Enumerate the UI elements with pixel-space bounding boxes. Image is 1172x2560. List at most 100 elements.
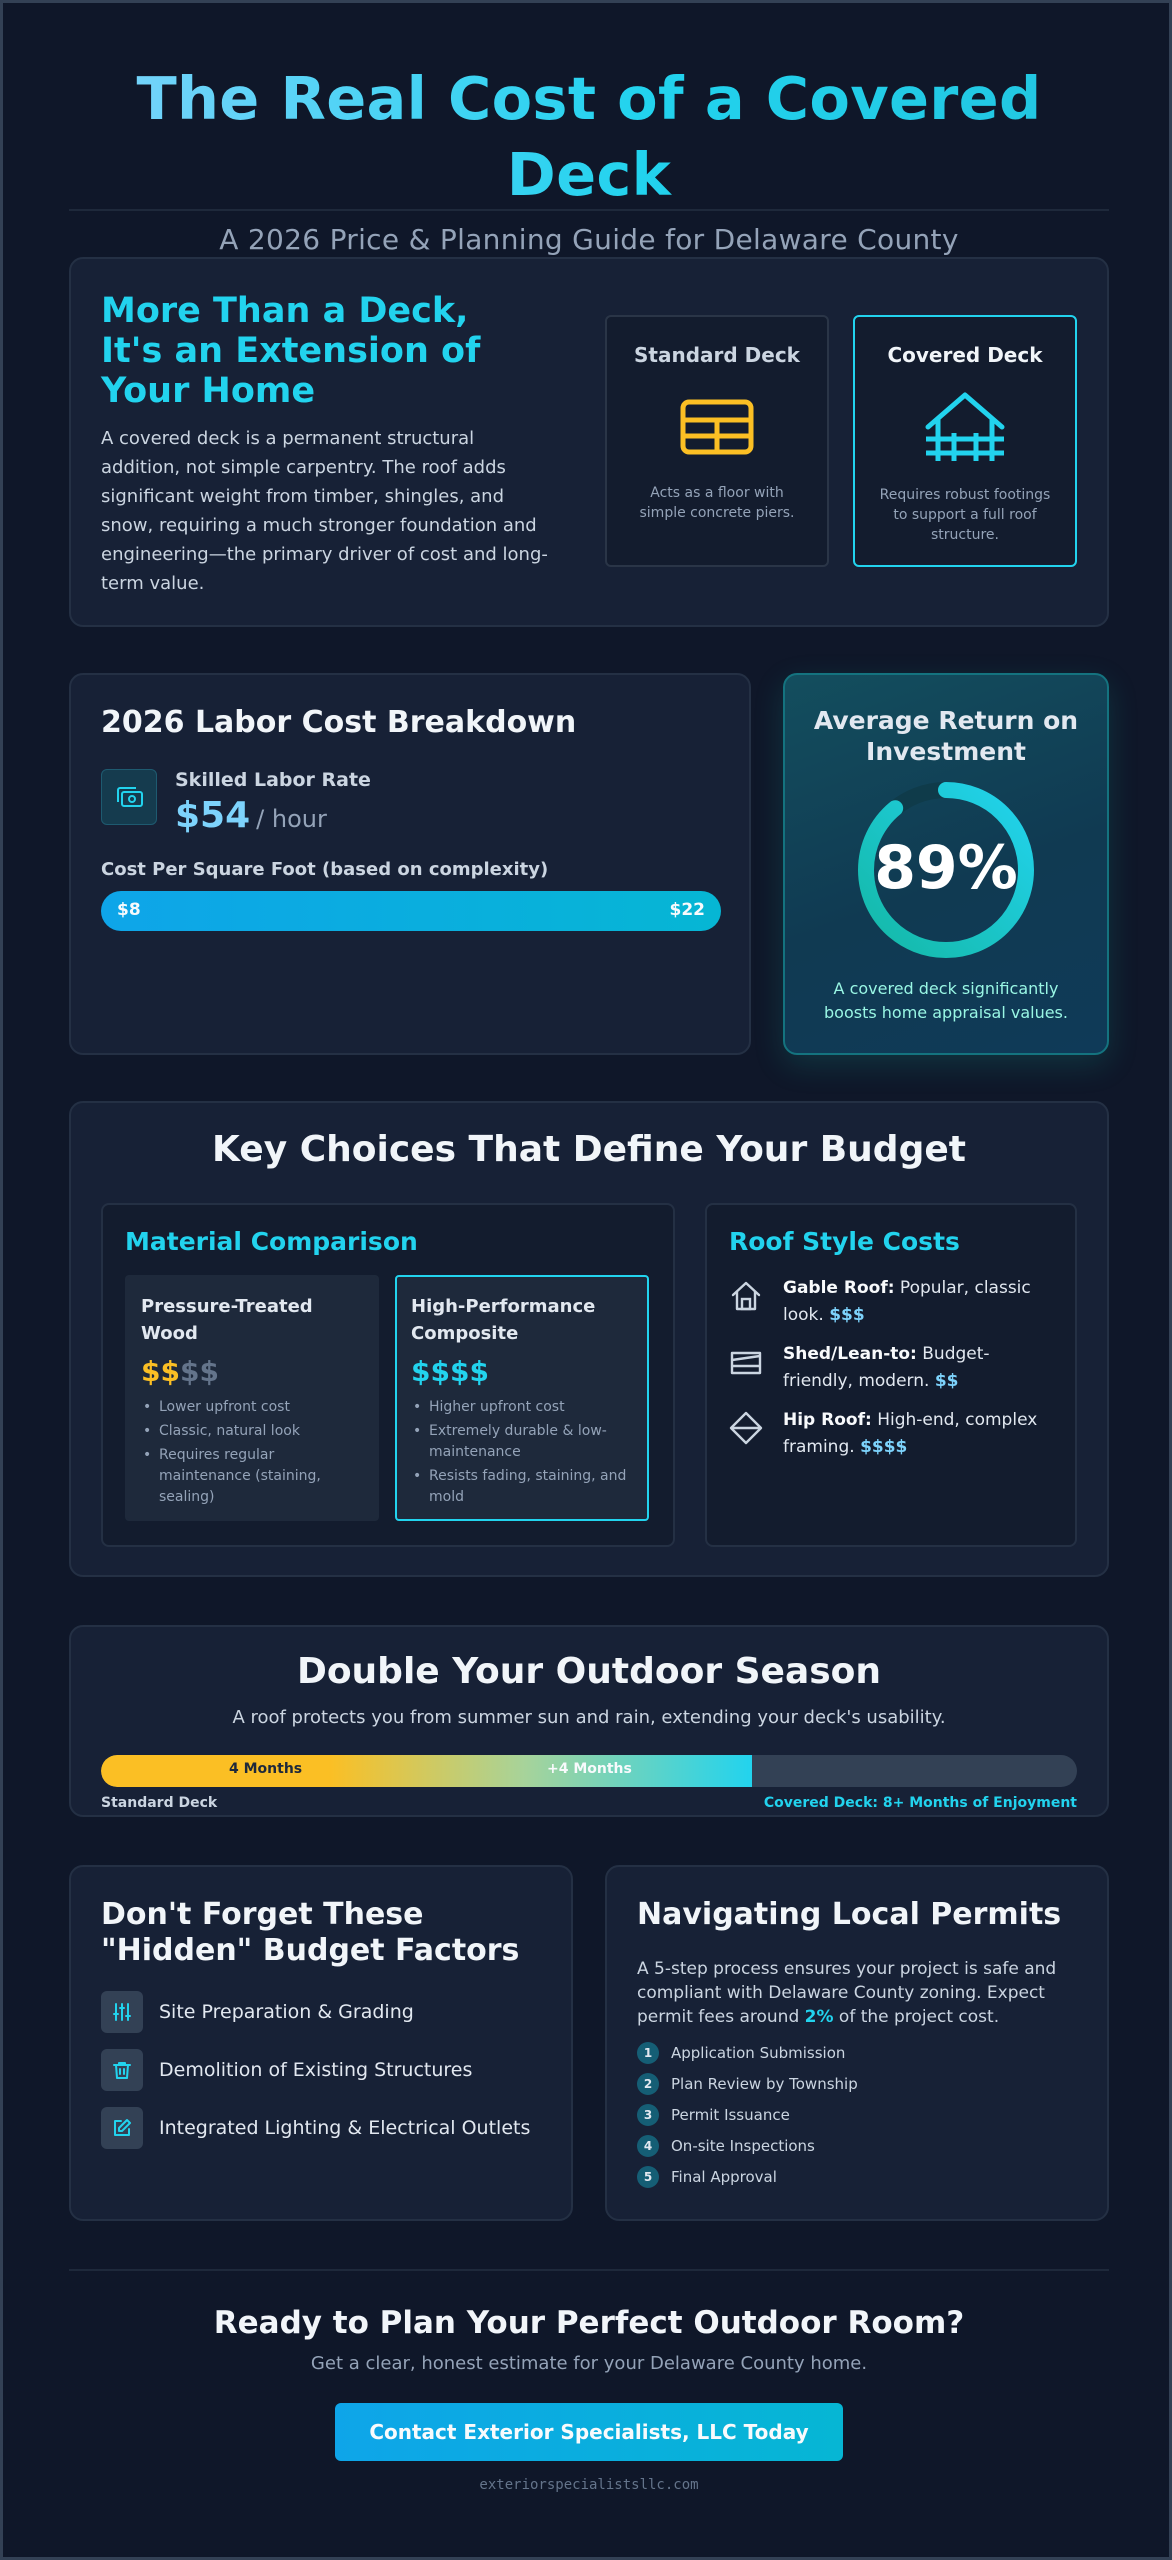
season-card: Double Your Outdoor Season A roof protec… xyxy=(69,1625,1109,1817)
list-item: Extremely durable & low-maintenance xyxy=(411,1421,635,1463)
material-points: Lower upfront cost Classic, natural look… xyxy=(141,1397,365,1511)
material-price: $$$$ xyxy=(411,1355,489,1388)
header-divider xyxy=(69,209,1109,211)
hidden-factors-card: Don't Forget These "Hidden" Budget Facto… xyxy=(69,1865,573,2221)
intro-card: More Than a Deck, It's an Extension of Y… xyxy=(69,257,1109,627)
labor-icon-box xyxy=(101,769,157,825)
covered-deck-card: Covered Deck Requires robust footings to… xyxy=(853,315,1077,567)
step-number: 5 xyxy=(637,2166,659,2188)
choices-card: Key Choices That Define Your Budget Mate… xyxy=(69,1101,1109,1577)
permit-step: 5 Final Approval xyxy=(637,2165,858,2196)
materials-panel: Material Comparison Pressure-Treated Woo… xyxy=(101,1203,675,1547)
labor-rate-unit: / hour xyxy=(256,805,327,833)
hidden-factor-label: Site Preparation & Grading xyxy=(159,2001,414,2023)
psf-min: $8 xyxy=(117,900,141,920)
roof-item-shed: Shed/Lean-to: Budget-friendly, modern. $… xyxy=(729,1341,1049,1407)
hidden-factor-label: Demolition of Existing Structures xyxy=(159,2059,473,2081)
roof-styles-title: Roof Style Costs xyxy=(729,1227,960,1256)
step-number: 2 xyxy=(637,2073,659,2095)
hidden-factor-label: Integrated Lighting & Electrical Outlets xyxy=(159,2117,531,2139)
material-price: $$$$ xyxy=(141,1355,219,1388)
season-left-label: Standard Deck xyxy=(101,1795,218,1811)
permit-steps: 1 Application Submission 2 Plan Review by … xyxy=(637,2041,858,2196)
permit-step: 3 Permit Issuance xyxy=(637,2103,858,2134)
roof-desc: Popular, classic look. xyxy=(783,1278,1031,1325)
page-header: The Real Cost of a Covered Deck A 2026 P… xyxy=(69,61,1109,256)
contact-button[interactable]: Contact Exterior Specialists, LLC Today xyxy=(335,2403,843,2461)
list-item: Demolition of Existing Structures xyxy=(101,2049,530,2107)
labor-title: 2026 Labor Cost Breakdown xyxy=(101,705,577,740)
psf-label: Cost Per Square Foot (based on complexit… xyxy=(101,859,549,880)
shed-roof-icon xyxy=(730,1351,762,1375)
roof-name: Gable Roof: xyxy=(783,1278,895,1298)
intro-text: A covered deck is a permanent structural… xyxy=(101,428,548,594)
website-link[interactable]: exteriorspecialistsllc.com xyxy=(479,2477,699,2493)
step-number: 3 xyxy=(637,2104,659,2126)
roi-desc: A covered deck significantly boosts home… xyxy=(824,979,1068,1022)
footer-divider xyxy=(69,2269,1109,2271)
intro-title: More Than a Deck, It's an Extension of Y… xyxy=(101,291,481,411)
material-name: Pressure-Treated Wood xyxy=(141,1296,313,1344)
permit-fee: 2% xyxy=(804,2007,834,2027)
materials-title: Material Comparison xyxy=(125,1227,418,1256)
roi-title: Average Return on Investment xyxy=(813,706,1079,766)
permits-text-before: A 5-step process ensures your project is… xyxy=(637,1959,1057,2027)
step-label: Application Submission xyxy=(671,2044,846,2062)
page-subtitle: A 2026 Price & Planning Guide for Delawa… xyxy=(219,223,959,256)
labor-rate-value: $54 xyxy=(175,795,251,836)
hidden-factors-title: Don't Forget These "Hidden" Budget Facto… xyxy=(101,1897,520,1968)
season-seg-extra: +4 Months xyxy=(547,1761,632,1777)
roof-cost: $$$$ xyxy=(860,1437,908,1457)
step-label: On-site Inspections xyxy=(671,2137,815,2155)
season-subtitle: A roof protects you from summer sun and … xyxy=(232,1707,946,1728)
price-active: $$$$ xyxy=(411,1355,489,1388)
money-icon xyxy=(117,787,143,807)
step-label: Permit Issuance xyxy=(671,2106,790,2124)
labor-rate-label: Skilled Labor Rate xyxy=(175,769,371,791)
season-bar: 4 Months +4 Months xyxy=(101,1755,1077,1787)
list-item: Integrated Lighting & Electrical Outlets xyxy=(101,2107,530,2165)
roof-item-gable: Gable Roof: Popular, classic look. $$$ xyxy=(729,1275,1049,1341)
edit-icon xyxy=(114,2119,131,2136)
roi-ring xyxy=(858,782,1034,958)
season-right-label: Covered Deck: 8+ Months of Enjoyment xyxy=(763,1795,1077,1811)
labor-rate: $54/ hour xyxy=(175,795,327,836)
hidden-factors-list: Site Preparation & Grading Demolition of… xyxy=(101,1991,530,2165)
psf-max: $22 xyxy=(669,900,706,920)
permits-title: Navigating Local Permits xyxy=(637,1897,1062,1932)
roof-item-hip: Hip Roof: High-end, complex framing. $$$… xyxy=(729,1407,1049,1473)
roi-card: Average Return on Investment 89% A cover… xyxy=(783,673,1109,1055)
deck-floor-icon xyxy=(680,399,754,455)
cta-subtitle: Get a clear, honest estimate for your De… xyxy=(310,2353,868,2374)
house-icon xyxy=(731,1281,761,1311)
price-inactive: $$ xyxy=(179,1355,219,1388)
standard-deck-desc: Acts as a floor with simple concrete pie… xyxy=(639,485,795,521)
material-points: Higher upfront cost Extremely durable & … xyxy=(411,1397,635,1511)
psf-range-bar: $8 $22 xyxy=(101,891,721,931)
choices-title: Key Choices That Define Your Budget xyxy=(212,1129,966,1170)
page-title: The Real Cost of a Covered Deck xyxy=(69,61,1109,213)
step-label: Plan Review by Township xyxy=(671,2075,858,2093)
covered-deck-desc: Requires robust footings to support a fu… xyxy=(879,487,1051,543)
covered-deck-title: Covered Deck xyxy=(887,343,1043,367)
step-number: 4 xyxy=(637,2135,659,2157)
list-item: Lower upfront cost xyxy=(141,1397,365,1418)
permit-step: 4 On-site Inspections xyxy=(637,2134,858,2165)
permits-card: Navigating Local Permits A 5-step proces… xyxy=(605,1865,1109,2221)
list-item: Requires regular maintenance (staining, … xyxy=(141,1445,365,1508)
list-item: Site Preparation & Grading xyxy=(101,1991,530,2049)
material-card-wood: Pressure-Treated Wood $$$$ Lower upfront… xyxy=(125,1275,379,1521)
roof-desc: Budget-friendly, modern. xyxy=(783,1344,990,1391)
roof-desc: High-end, complex framing. xyxy=(783,1410,1038,1457)
list-item: Resists fading, staining, and mold xyxy=(411,1466,635,1508)
roi-value: 89% xyxy=(874,833,1018,903)
list-item: Classic, natural look xyxy=(141,1421,365,1442)
hip-roof-icon xyxy=(729,1411,763,1445)
roofed-deck-icon xyxy=(925,392,1005,461)
roof-list: Gable Roof: Popular, classic look. $$$ S… xyxy=(729,1275,1049,1473)
roof-cost: $$ xyxy=(934,1371,959,1391)
labor-card: 2026 Labor Cost Breakdown Skilled Labor … xyxy=(69,673,751,1055)
roof-name: Shed/Lean-to: xyxy=(783,1344,917,1364)
roof-cost: $$$ xyxy=(829,1305,865,1325)
